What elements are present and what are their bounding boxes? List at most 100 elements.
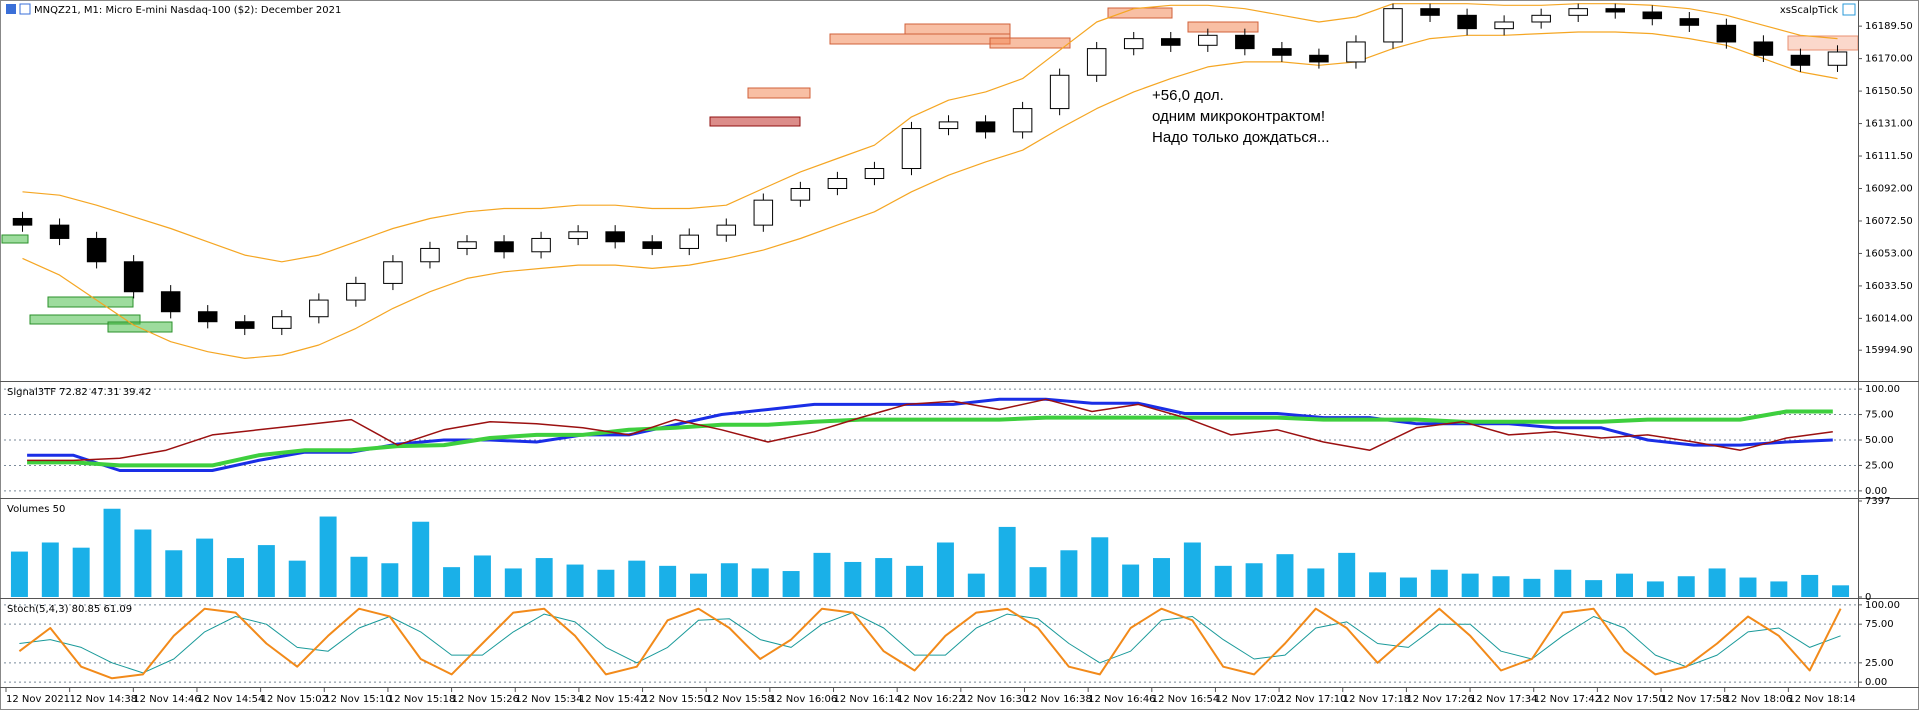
indicator-line <box>19 612 1841 674</box>
time-label: 12 Nov 15:18 <box>388 694 455 705</box>
volume-bar <box>628 560 646 597</box>
volume-bar <box>1492 576 1510 597</box>
time-label: 12 Nov 16:06 <box>770 694 837 705</box>
annotation: +56,0 дол. <box>1152 87 1224 104</box>
candle-body <box>901 128 922 170</box>
volume-bar <box>751 568 769 597</box>
time-label: 12 Nov 17:34 <box>1470 694 1537 705</box>
candle-body <box>531 237 551 253</box>
volume-bar <box>196 538 214 597</box>
volume-bar <box>720 563 738 597</box>
annotation: одним микроконтрактом! <box>1152 108 1325 125</box>
y-tick-label: 0 <box>1865 592 1871 603</box>
candle-body <box>49 224 70 239</box>
candle-body <box>1790 54 1811 66</box>
time-label: 12 Nov 15:58 <box>706 694 773 705</box>
volume-bar <box>443 567 461 597</box>
sell-zone <box>1787 35 1859 51</box>
indicator-line <box>18 607 1842 680</box>
candle-body <box>605 231 625 243</box>
time-label: 12 Nov 14:38 <box>70 694 137 705</box>
volume-bar <box>1060 550 1078 597</box>
candle-body <box>494 241 514 253</box>
buy-zone <box>107 321 173 333</box>
sell-zone <box>989 37 1071 49</box>
candle-body <box>1161 38 1181 46</box>
y-tick-label: 100.00 <box>1865 600 1900 611</box>
volume-bar <box>1029 567 1047 597</box>
volume-bar <box>165 550 183 597</box>
y-tick-label: 16053.00 <box>1865 248 1913 259</box>
volume-bar <box>998 526 1016 597</box>
candle-body <box>642 241 662 249</box>
candle-body <box>86 237 107 263</box>
volume-bar <box>1430 569 1448 597</box>
candle-body <box>1346 41 1366 63</box>
volume-bar <box>1338 552 1356 597</box>
buy-zone <box>47 296 134 308</box>
candle-body <box>827 178 848 190</box>
y-tick-label: 0.00 <box>1865 486 1887 497</box>
time-label: 12 Nov 15:34 <box>515 694 582 705</box>
volume-bar <box>1801 574 1819 597</box>
candle-body <box>197 311 218 323</box>
time-label: 12 Nov 15:02 <box>261 694 328 705</box>
time-label: 12 Nov 17:18 <box>1343 694 1410 705</box>
y-tick-label: 75.00 <box>1865 410 1894 421</box>
y-tick-label: 16033.50 <box>1865 281 1913 292</box>
candle-body <box>383 261 403 284</box>
candle-body <box>346 282 366 301</box>
candle-body <box>235 321 255 329</box>
candle-body <box>938 121 959 130</box>
candle-body <box>753 199 774 226</box>
y-tick-label: 16072.50 <box>1865 216 1913 227</box>
volume-bar <box>1708 568 1726 597</box>
time-label: 12 Nov 14:46 <box>133 694 200 705</box>
volume-bar <box>936 542 954 597</box>
volume-bar <box>1770 581 1788 597</box>
buy-zone <box>1 234 29 244</box>
time-label: 12 Nov 17:50 <box>1597 694 1664 705</box>
y-tick-label: 75.00 <box>1865 619 1894 630</box>
candle-body <box>864 168 885 180</box>
volume-bar <box>319 516 337 597</box>
y-tick-label: 16131.00 <box>1865 119 1913 130</box>
candle-body <box>1309 54 1329 63</box>
volume-bar <box>72 547 90 597</box>
volume-bar <box>1677 576 1695 597</box>
window-icon[interactable] <box>19 3 31 15</box>
candle-body <box>716 224 737 236</box>
volume-bar <box>967 573 985 597</box>
menu-icon[interactable] <box>6 4 16 14</box>
candle-body <box>1457 14 1477 30</box>
volume-bar <box>1276 554 1294 597</box>
volume-bar <box>504 568 522 597</box>
volume-bar <box>1245 563 1263 597</box>
time-label: 12 Nov 16:38 <box>1024 694 1091 705</box>
candle-body <box>790 188 811 201</box>
candle-body <box>1123 38 1144 50</box>
indicator-line <box>22 3 1838 263</box>
candle-body <box>1272 48 1292 56</box>
candle-body <box>1605 8 1625 13</box>
time-label: 12 Nov 18:14 <box>1788 694 1855 705</box>
time-label: 12 Nov 16:14 <box>834 694 901 705</box>
volume-bar <box>1153 558 1170 597</box>
time-label: 12 Nov 16:22 <box>897 694 964 705</box>
volume-bar <box>1461 573 1479 597</box>
time-label: 12 Nov 17:10 <box>1279 694 1346 705</box>
candle-body <box>420 247 440 263</box>
time-label: 12 Nov 16:54 <box>1152 694 1219 705</box>
sell-zone <box>1107 7 1173 19</box>
volume-bar <box>1307 568 1325 597</box>
candle-body <box>160 291 181 313</box>
candle-body <box>1420 8 1440 16</box>
y-tick-label: 100.00 <box>1865 384 1900 395</box>
volume-bar <box>473 555 491 597</box>
volume-bar <box>134 529 152 597</box>
candle-body <box>1494 21 1514 30</box>
indicator-icon[interactable] <box>1842 3 1856 16</box>
volume-bar <box>1554 569 1572 597</box>
